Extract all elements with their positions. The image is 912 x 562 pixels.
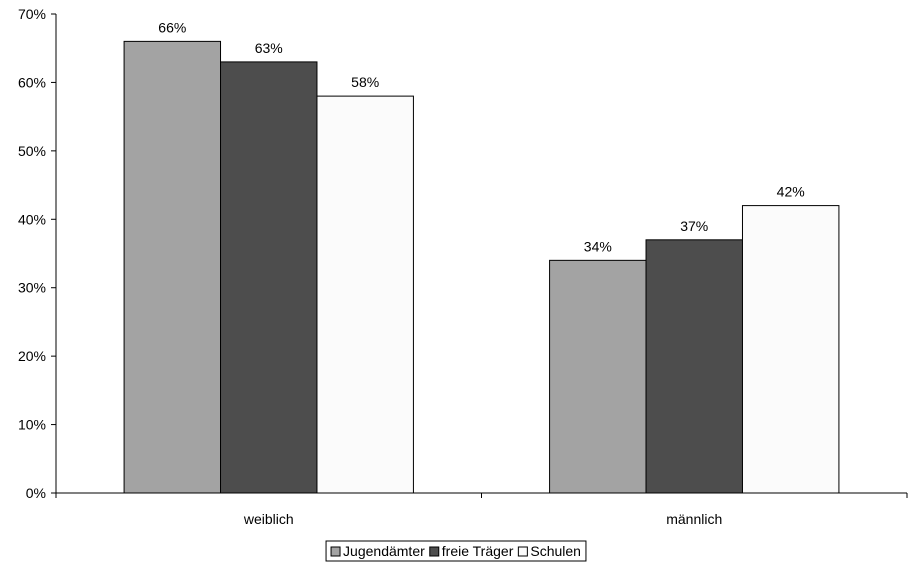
bar-value-label: 42%	[777, 184, 805, 200]
legend-swatch	[429, 546, 440, 557]
y-tick-label: 40%	[18, 211, 46, 227]
y-tick-label: 30%	[18, 280, 46, 296]
bar	[549, 259, 647, 494]
y-tick-label: 0%	[26, 485, 46, 501]
bars	[123, 40, 840, 494]
bar-value-label: 58%	[351, 74, 379, 90]
x-category-label: weiblich	[243, 511, 294, 527]
bar-value-label: 34%	[584, 238, 612, 254]
legend-swatch	[330, 546, 341, 557]
x-category-label: männlich	[666, 511, 722, 527]
y-tick-label: 10%	[18, 417, 46, 433]
bar	[741, 205, 840, 494]
x-axis: weiblich männlich	[55, 492, 908, 527]
data-labels: 66% 63% 58% 34% 37% 42%	[158, 19, 804, 254]
bar	[316, 95, 414, 494]
legend-label: freie Träger	[442, 543, 514, 559]
legend: Jugendämter freie Träger Schulen	[325, 540, 587, 562]
bar	[123, 40, 222, 494]
y-tick-label: 20%	[18, 348, 46, 364]
bar-value-label: 66%	[158, 19, 186, 35]
bar	[220, 61, 318, 494]
y-tick-label: 70%	[18, 6, 46, 22]
legend-swatch	[517, 546, 528, 557]
bar	[645, 239, 743, 494]
legend-label: Schulen	[530, 543, 581, 559]
bar-value-label: 37%	[680, 218, 708, 234]
y-axis: 0% 10% 20% 30% 40% 50% 60% 70%	[18, 6, 57, 501]
legend-label: Jugendämter	[343, 543, 425, 559]
y-tick-label: 50%	[18, 143, 46, 159]
y-tick-label: 60%	[18, 74, 46, 90]
bar-value-label: 63%	[255, 40, 283, 56]
